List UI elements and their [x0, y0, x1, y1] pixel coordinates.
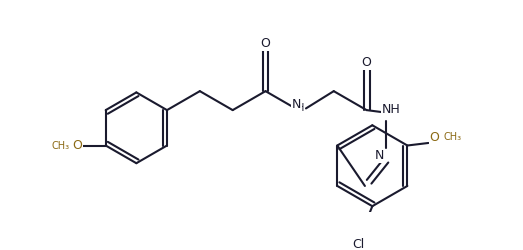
Text: N: N — [374, 149, 384, 162]
Text: Cl: Cl — [352, 238, 364, 250]
Text: O: O — [429, 130, 439, 143]
Text: O: O — [260, 38, 270, 51]
Text: H: H — [297, 102, 304, 113]
Text: CH₃: CH₃ — [444, 132, 462, 142]
Text: CH₃: CH₃ — [51, 140, 69, 150]
Text: N: N — [292, 98, 301, 111]
Text: O: O — [362, 56, 371, 70]
Text: NH: NH — [382, 103, 401, 116]
Text: O: O — [72, 139, 82, 152]
